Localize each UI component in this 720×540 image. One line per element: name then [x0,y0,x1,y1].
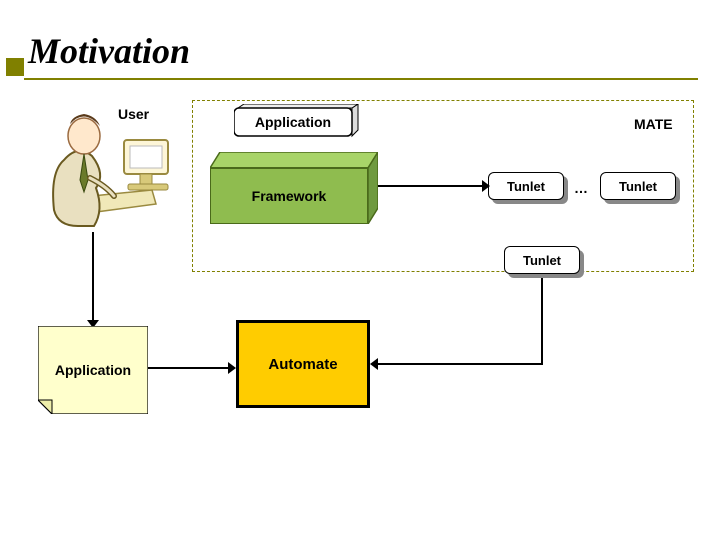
application-top-label: Application [234,108,352,136]
corner-accent [6,58,24,76]
tunlet-3: Tunlet [504,246,580,274]
arrow-tunlet-automate-head [370,358,378,370]
slide-title: Motivation [28,30,190,72]
tunlet-1: Tunlet [488,172,564,200]
automate-box: Automate [236,320,370,408]
application-sticky: Application [38,326,148,414]
user-label: User [118,106,149,122]
slide: Motivation User MATE Framew [0,0,720,540]
application-sticky-label: Application [38,326,148,414]
framework-label: Framework [210,168,368,224]
arrow-app-automate [148,367,232,369]
mate-label: MATE [634,116,673,132]
user-illustration [34,100,174,232]
arrow-tunlet-automate-v [541,278,543,364]
arrow-framework-tunlet-head [482,180,490,192]
arrow-app-automate-head [228,362,236,374]
application-top-box: Application [234,104,352,136]
arrow-tunlet-automate-h [376,363,543,365]
tunlet-2: Tunlet [600,172,676,200]
title-underline [24,78,698,80]
framework-box: Framework [210,152,378,224]
arrow-framework-tunlet [378,185,486,187]
arrow-user-down [92,232,94,324]
tunlet-ellipsis: … [574,180,588,196]
